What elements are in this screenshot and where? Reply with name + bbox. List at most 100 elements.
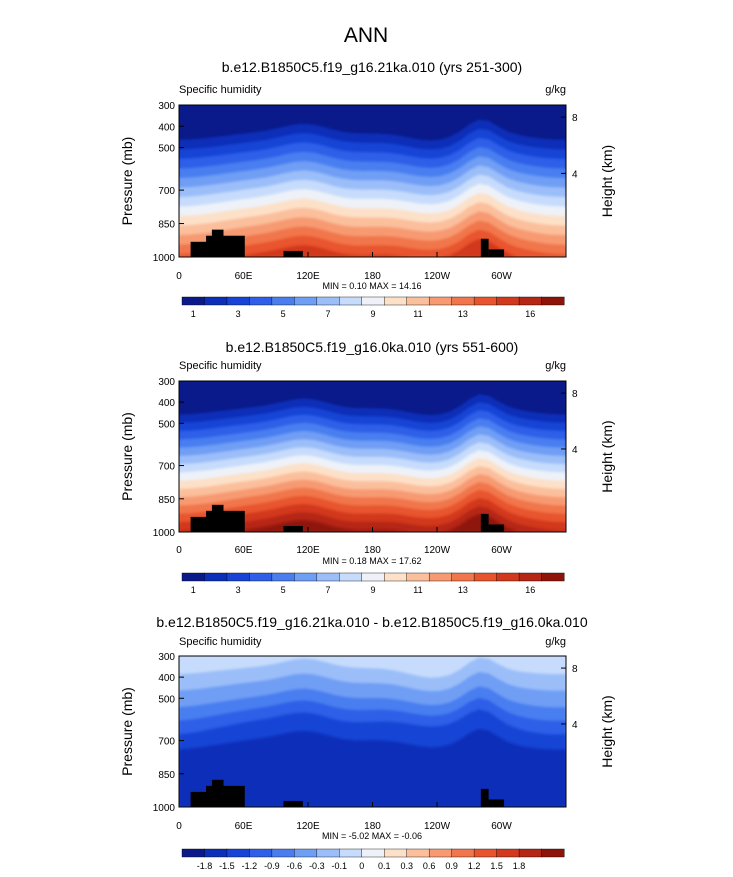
contour-band bbox=[179, 239, 566, 257]
y-axis-title: Pressure (mb) bbox=[119, 137, 135, 226]
colorbar-swatch bbox=[428, 296, 453, 306]
colorbar-label: 1 bbox=[191, 309, 196, 319]
y-tick-label: 300 bbox=[158, 101, 175, 112]
colorbar-swatch bbox=[451, 848, 475, 858]
colorbar-swatch bbox=[496, 848, 520, 858]
right-axis-title: Height (km) bbox=[599, 420, 615, 492]
colorbar-swatch bbox=[294, 848, 318, 858]
colorbar-swatch bbox=[316, 848, 340, 858]
topography-block bbox=[480, 788, 489, 807]
colorbar-swatch bbox=[473, 572, 498, 582]
topography-block bbox=[283, 800, 303, 807]
colorbar-swatch bbox=[249, 296, 273, 306]
colorbar-swatch bbox=[204, 848, 228, 858]
colorbar-swatch bbox=[518, 296, 543, 306]
topography-block bbox=[211, 504, 224, 532]
x-tick-label: 0 bbox=[176, 821, 182, 832]
panel-3: b.e12.B1850C5.f19_g16.21ka.010 - b.e12.B… bbox=[119, 614, 615, 871]
contour-band bbox=[179, 514, 566, 532]
x-tick-label: 60W bbox=[491, 545, 512, 556]
colorbar-swatch bbox=[226, 296, 250, 306]
x-tick-label: 60W bbox=[491, 821, 512, 832]
variable-label: Specific humidity bbox=[179, 84, 262, 96]
x-tick-label: 180 bbox=[364, 545, 381, 556]
y-tick-label: 300 bbox=[158, 652, 175, 663]
topography-block bbox=[283, 525, 303, 532]
units-label: g/kg bbox=[545, 636, 566, 648]
colorbar-label: 16 bbox=[525, 309, 535, 319]
colorbar-swatch bbox=[451, 296, 475, 306]
right-tick-label: 4 bbox=[572, 445, 578, 456]
panels: b.e12.B1850C5.f19_g16.21ka.010 (yrs 251-… bbox=[119, 59, 615, 871]
right-tick-label: 4 bbox=[572, 720, 578, 731]
colorbar-label: 7 bbox=[326, 585, 331, 595]
colorbar-label: 9 bbox=[370, 309, 375, 319]
colorbar-label: 0.6 bbox=[423, 861, 436, 871]
right-tick-label: 8 bbox=[572, 113, 578, 124]
colorbar-swatch bbox=[226, 848, 250, 858]
colorbar-swatch bbox=[473, 848, 498, 858]
y-tick-label: 500 bbox=[158, 144, 175, 155]
colorbar-swatch bbox=[204, 296, 228, 306]
page-title: ANN bbox=[344, 24, 388, 47]
min-max-stats: MIN = -5.02 MAX = -0.06 bbox=[322, 831, 422, 841]
y-tick-label: 1000 bbox=[153, 528, 176, 539]
colorbar-label: 0 bbox=[359, 861, 364, 871]
colorbar-label: 3 bbox=[236, 309, 241, 319]
colorbar-label: 9 bbox=[370, 585, 375, 595]
topography-block bbox=[211, 229, 224, 257]
colorbar-swatch bbox=[541, 296, 565, 306]
x-tick-label: 120E bbox=[296, 545, 320, 556]
colorbar-swatch bbox=[249, 572, 273, 582]
colorbar-swatch bbox=[271, 848, 295, 858]
panel-2: b.e12.B1850C5.f19_g16.0ka.010 (yrs 551-6… bbox=[119, 339, 615, 595]
colorbar-label: -1.2 bbox=[242, 861, 258, 871]
panel-title: b.e12.B1850C5.f19_g16.21ka.010 (yrs 251-… bbox=[222, 59, 522, 75]
units-label: g/kg bbox=[545, 360, 566, 372]
x-tick-label: 0 bbox=[176, 545, 182, 556]
x-tick-label: 120W bbox=[424, 545, 451, 556]
y-tick-label: 850 bbox=[158, 220, 175, 231]
colorbar-swatch bbox=[316, 296, 340, 306]
colorbar-label: 0.9 bbox=[445, 861, 458, 871]
colorbar-label: -1.5 bbox=[219, 861, 235, 871]
colorbar-swatch bbox=[428, 572, 453, 582]
colorbar-swatch bbox=[294, 572, 318, 582]
colorbar-label: -1.8 bbox=[197, 861, 213, 871]
x-tick-label: 60E bbox=[235, 271, 253, 282]
colorbar-swatch bbox=[294, 296, 318, 306]
y-tick-label: 500 bbox=[158, 419, 175, 430]
colorbar: 1 3 5 7 9 11 13 16 bbox=[181, 572, 565, 595]
topography-block bbox=[223, 250, 232, 257]
colorbar-label: 1 bbox=[191, 585, 196, 595]
colorbar-swatch bbox=[473, 296, 498, 306]
colorbar-swatch bbox=[204, 572, 228, 582]
contour-band bbox=[179, 728, 566, 807]
x-tick-label: 120W bbox=[424, 271, 451, 282]
colorbar-swatch bbox=[496, 296, 520, 306]
y-tick-label: 400 bbox=[158, 398, 175, 409]
topography-block bbox=[283, 250, 303, 257]
colorbar: -1.8 -1.5 -1.2 -0.9 -0.6 -0.3 -0.1 0 0.1 0.3 0.6 0.… bbox=[181, 848, 565, 871]
x-tick-label: 60W bbox=[491, 271, 512, 282]
panel-title: b.e12.B1850C5.f19_g16.0ka.010 (yrs 551-6… bbox=[226, 339, 519, 355]
panel-title: b.e12.B1850C5.f19_g16.21ka.010 - b.e12.B… bbox=[156, 614, 587, 630]
colorbar-swatch bbox=[361, 296, 385, 306]
colorbar-label: 5 bbox=[281, 585, 286, 595]
topography-block bbox=[223, 525, 232, 532]
colorbar-label: 5 bbox=[281, 309, 286, 319]
y-tick-label: 700 bbox=[158, 737, 175, 748]
colorbar-swatch bbox=[181, 848, 205, 858]
colorbar-swatch bbox=[226, 572, 250, 582]
colorbar-label: -0.3 bbox=[309, 861, 325, 871]
colorbar-label: -0.6 bbox=[287, 861, 303, 871]
colorbar-swatch bbox=[361, 848, 385, 858]
y-tick-label: 400 bbox=[158, 122, 175, 133]
contour-field bbox=[179, 656, 566, 807]
x-tick-label: 120E bbox=[296, 821, 320, 832]
y-tick-label: 700 bbox=[158, 462, 175, 473]
colorbar-label: 11 bbox=[413, 585, 422, 595]
topography-block bbox=[480, 238, 489, 257]
colorbar-label: 1.8 bbox=[513, 861, 526, 871]
